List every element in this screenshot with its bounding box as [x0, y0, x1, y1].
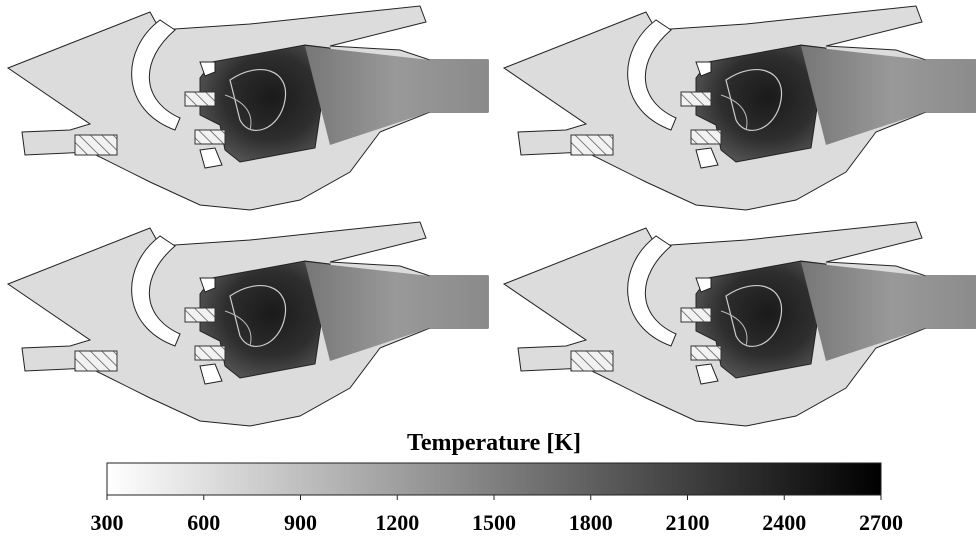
colorbar-title: Temperature [K]	[407, 430, 581, 456]
tick-label: 1200	[375, 510, 419, 535]
tick-label: 900	[284, 510, 317, 535]
contour-panel	[503, 5, 976, 211]
contour-panel	[7, 221, 489, 427]
tick-label: 300	[91, 510, 124, 535]
tick-label: 2400	[762, 510, 806, 535]
contour-panel	[7, 5, 489, 211]
tick-label: 2700	[859, 510, 903, 535]
tick-label: 1500	[472, 510, 516, 535]
tick-label: 600	[187, 510, 220, 535]
contour-panel	[503, 221, 976, 427]
colorbar	[106, 462, 882, 496]
tick-label: 2100	[666, 510, 710, 535]
tick-label: 1800	[569, 510, 613, 535]
